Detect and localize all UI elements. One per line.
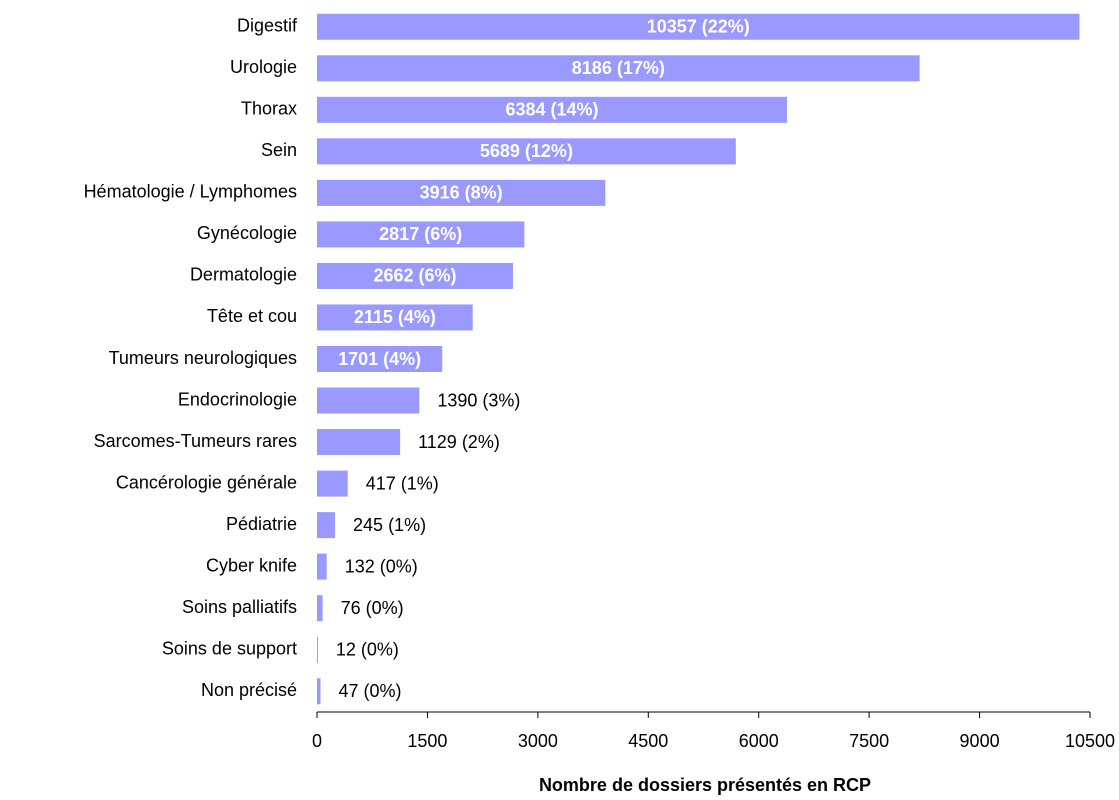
bar (317, 13, 1080, 40)
y-tick-label: Tête et cou (207, 306, 297, 326)
bar (317, 595, 323, 622)
y-tick-label: Cyber knife (206, 555, 297, 575)
y-tick-label: Sein (261, 140, 297, 160)
value-label: 2662 (6%) (373, 266, 456, 286)
value-label: 2817 (6%) (379, 224, 462, 244)
value-label: 10357 (22%) (647, 17, 750, 37)
x-tick-label: 7500 (849, 731, 889, 751)
bar (317, 138, 736, 165)
x-tick-label: 1500 (407, 731, 447, 751)
x-tick-label: 3000 (518, 731, 558, 751)
value-label: 76 (0%) (341, 598, 404, 618)
value-label: 1129 (2%) (418, 432, 500, 452)
bar (317, 553, 327, 580)
y-tick-label: Sarcomes-Tumeurs rares (94, 431, 297, 451)
y-tick-label: Hématologie / Lymphomes (84, 182, 297, 202)
bar (317, 429, 401, 456)
value-label: 417 (1%) (366, 473, 439, 493)
bar (317, 346, 443, 372)
bar (317, 387, 420, 414)
y-tick-label: Endocrinologie (178, 389, 297, 409)
value-label: 3916 (8%) (420, 183, 503, 203)
y-tick-label: Thorax (241, 99, 297, 119)
bar (317, 470, 348, 497)
bar (317, 221, 525, 248)
y-tick-label: Urologie (230, 57, 297, 77)
bar (317, 512, 336, 539)
x-tick-label: 9000 (960, 731, 1000, 751)
value-label: 47 (0%) (338, 681, 401, 701)
value-label: 1390 (3%) (437, 390, 520, 410)
y-tick-label: Cancérologie générale (116, 472, 297, 492)
bar (317, 262, 513, 289)
y-tick-label: Gynécologie (197, 223, 297, 243)
x-tick-label: 6000 (739, 731, 779, 751)
bar (317, 55, 920, 82)
y-tick-label: Soins palliatifs (182, 597, 297, 617)
value-label: 8186 (17%) (572, 58, 665, 78)
x-tick-label: 0 (312, 731, 322, 751)
x-tick-label: 10500 (1065, 731, 1115, 751)
bar (317, 304, 473, 331)
bar (317, 179, 606, 206)
x-tick-label: 4500 (628, 731, 668, 751)
y-tick-label: Dermatologie (190, 265, 297, 285)
y-tick-label: Soins de support (162, 638, 297, 658)
value-label: 5689 (12%) (480, 141, 573, 161)
bar (317, 678, 321, 705)
value-label: 1701 (4%) (338, 349, 421, 369)
value-label: 132 (0%) (345, 556, 418, 576)
y-tick-label: Digestif (237, 16, 298, 36)
bar (317, 96, 787, 123)
value-label: 2115 (4%) (354, 307, 436, 327)
y-tick-label: Tumeurs neurologiques (109, 348, 297, 368)
y-tick-label: Pédiatrie (226, 514, 297, 534)
x-axis-title: Nombre de dossiers présentés en RCP (539, 775, 871, 795)
y-tick-label: Non précisé (201, 680, 297, 700)
bar (317, 636, 318, 663)
value-label: 12 (0%) (336, 639, 399, 659)
value-label: 6384 (14%) (505, 100, 598, 120)
value-label: 245 (1%) (353, 515, 426, 535)
